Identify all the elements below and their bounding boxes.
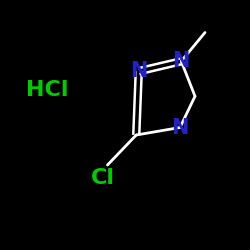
Text: HCl: HCl — [26, 80, 69, 100]
Text: Cl: Cl — [90, 168, 114, 188]
Text: N: N — [172, 51, 190, 71]
Text: N: N — [171, 118, 189, 138]
Text: N: N — [130, 61, 148, 81]
